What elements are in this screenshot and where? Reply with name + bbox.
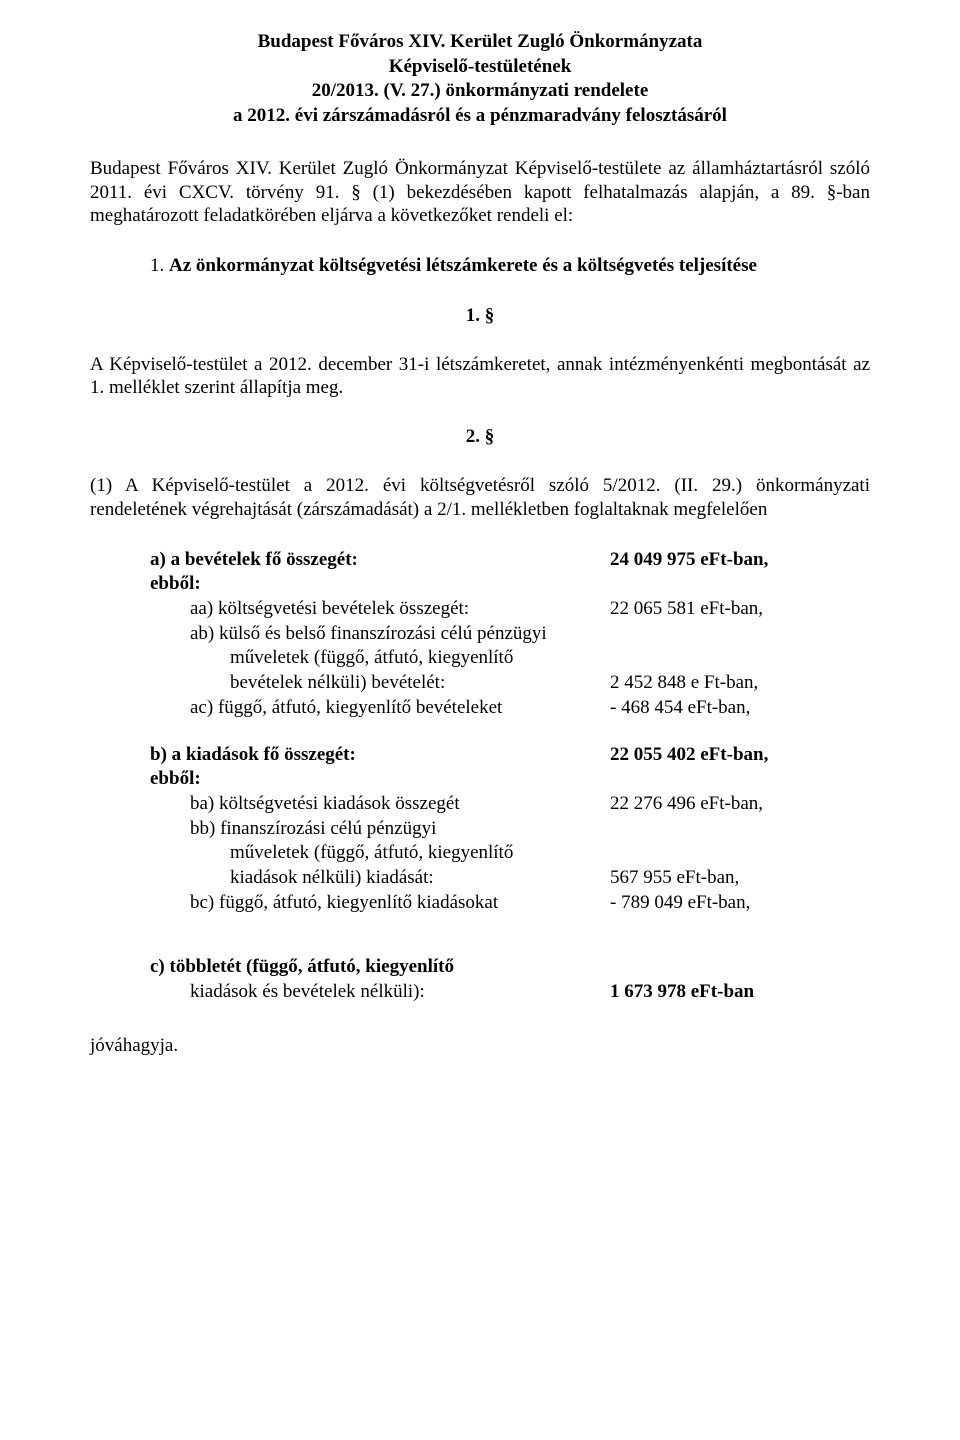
ab-line2: műveletek (függő, átfutó, kiegyenlítő bbox=[90, 646, 610, 671]
section-1-paragraph: A Képviselő-testület a 2012. december 31… bbox=[90, 353, 870, 401]
section-2-intro: (1) A Képviselő-testület a 2012. évi köl… bbox=[90, 474, 870, 522]
b-title-label: b) a kiadások fő összegét: bbox=[90, 743, 610, 768]
ab-line3-label: bevételek nélküli) bevételét: bbox=[90, 671, 610, 696]
header-line-3: 20/2013. (V. 27.) önkormányzati rendelet… bbox=[90, 79, 870, 104]
document-page: Budapest Főváros XIV. Kerület Zugló Önko… bbox=[0, 0, 960, 1440]
ba-value: 22 276 496 eFt-ban, bbox=[610, 792, 870, 817]
ab-line3-value: 2 452 848 e Ft-ban, bbox=[610, 671, 870, 696]
section-2-number: 2. § bbox=[90, 426, 870, 448]
ac-value: - 468 454 eFt-ban, bbox=[610, 696, 870, 721]
a-ebbol: ebből: bbox=[90, 572, 610, 597]
amounts-group-a: a) a bevételek fő összegét: 24 049 975 e… bbox=[90, 548, 870, 721]
b-title-value: 22 055 402 eFt-ban, bbox=[610, 743, 870, 768]
approve-word: jóváhagyja. bbox=[90, 1035, 870, 1057]
ac-label: ac) függő, átfutó, kiegyenlítő bevételek… bbox=[90, 696, 610, 721]
ba-label: ba) költségvetési kiadások összegét bbox=[90, 792, 610, 817]
section-1-number: 1. § bbox=[90, 305, 870, 327]
spacer bbox=[90, 721, 870, 743]
aa-value: 22 065 581 eFt-ban, bbox=[610, 597, 870, 622]
c-line1: c) többletét (függő, átfutó, kiegyenlítő bbox=[90, 955, 610, 980]
bb-line3-label: kiadások nélküli) kiadását: bbox=[90, 866, 610, 891]
bb-line2: műveletek (függő, átfutó, kiegyenlítő bbox=[90, 841, 610, 866]
preamble-paragraph: Budapest Főváros XIV. Kerület Zugló Önko… bbox=[90, 157, 870, 228]
aa-label: aa) költségvetési bevételek összegét: bbox=[90, 597, 610, 622]
spacer bbox=[90, 915, 870, 955]
ab-line1: ab) külső és belső finanszírozási célú p… bbox=[90, 622, 610, 647]
header-line-4: a 2012. évi zárszámadásról és a pénzmara… bbox=[90, 104, 870, 129]
bc-label: bc) függő, átfutó, kiegyenlítő kiadásoka… bbox=[90, 891, 610, 916]
document-header: Budapest Főváros XIV. Kerület Zugló Önko… bbox=[90, 30, 870, 129]
b-ebbol: ebből: bbox=[90, 767, 610, 792]
amounts-group-b: b) a kiadások fő összegét: 22 055 402 eF… bbox=[90, 743, 870, 916]
c-line2-label: kiadások és bevételek nélküli): bbox=[90, 980, 610, 1005]
header-line-1: Budapest Főváros XIV. Kerület Zugló Önko… bbox=[90, 30, 870, 55]
bb-line3-value: 567 955 eFt-ban, bbox=[610, 866, 870, 891]
a-title-value: 24 049 975 eFt-ban, bbox=[610, 548, 870, 573]
header-line-2: Képviselő-testületének bbox=[90, 55, 870, 80]
list-heading-text: Az önkormányzat költségvetési létszámker… bbox=[169, 255, 757, 276]
bc-value: - 789 049 eFt-ban, bbox=[610, 891, 870, 916]
a-title-label: a) a bevételek fő összegét: bbox=[90, 548, 610, 573]
list-number: 1. bbox=[150, 254, 164, 279]
bb-line1: bb) finanszírozási célú pénzügyi bbox=[90, 817, 610, 842]
amounts-group-c: c) többletét (függő, átfutó, kiegyenlítő… bbox=[90, 955, 870, 1004]
c-line2-value: 1 673 978 eFt-ban bbox=[610, 980, 870, 1005]
numbered-heading-1: 1. Az önkormányzat költségvetési létszám… bbox=[90, 254, 870, 279]
